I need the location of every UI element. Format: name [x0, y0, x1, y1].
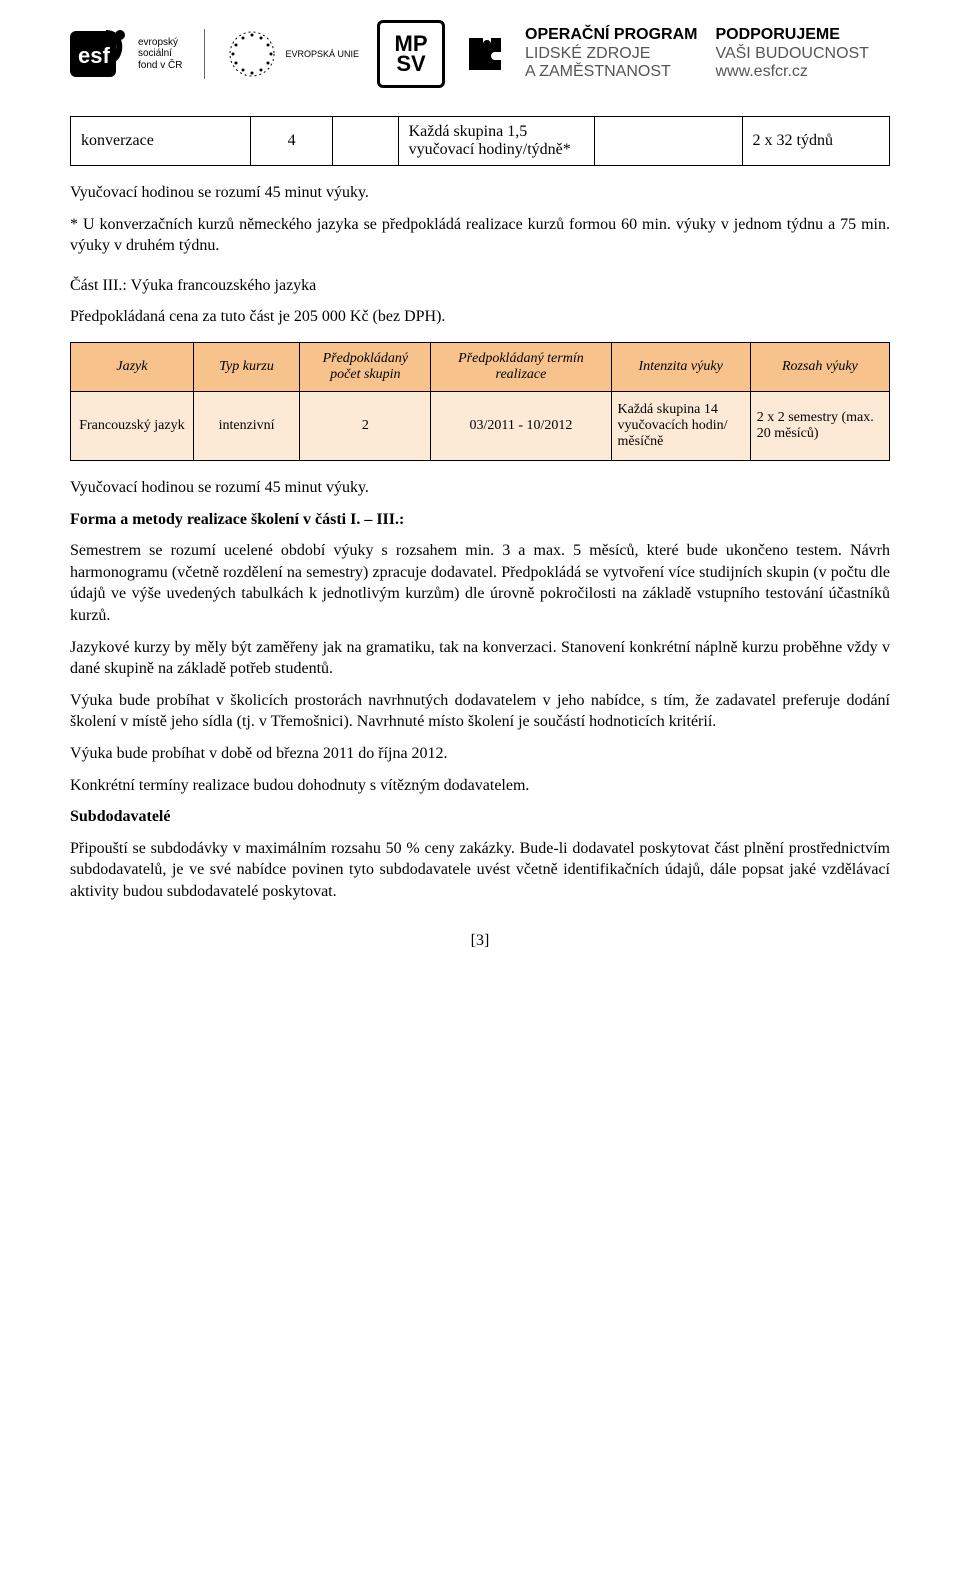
cell: intenzivní — [193, 391, 299, 460]
col-header: Předpokládaný počet skupin — [300, 342, 431, 391]
document-page: esf evropský sociální fond v ČR — [0, 0, 960, 990]
paragraph: Jazykové kurzy by měly být zaměřeny jak … — [70, 637, 890, 680]
sup-line: VAŠI BUDOUCNOST — [715, 45, 869, 63]
esf-text-line: fond v ČR — [138, 60, 182, 72]
col-header: Rozsah výuky — [750, 342, 889, 391]
eu-text: EVROPSKÁ UNIE — [285, 49, 359, 59]
cell-konverzace: konverzace — [71, 117, 251, 166]
puzzle-icon — [463, 32, 507, 76]
col-header: Intenzita výuky — [611, 342, 750, 391]
op-line: A ZAMĚSTNANOST — [525, 63, 697, 81]
cell-empty — [333, 117, 399, 166]
course-table: Jazyk Typ kurzu Předpokládaný počet skup… — [70, 342, 890, 461]
esf-text-line: sociální — [138, 48, 182, 60]
cell: 2 — [300, 391, 431, 460]
subdodavatele-heading: Subdodavatelé — [70, 806, 890, 828]
section-heading: Část III.: Výuka francouzského jazyka — [70, 275, 890, 297]
support-text: PODPORUJEME VAŠI BUDOUCNOST www.esfcr.cz — [715, 26, 869, 81]
logo-bar: esf evropský sociální fond v ČR — [70, 20, 890, 88]
cell: 2 x 2 semestry (max. 20 měsíců) — [750, 391, 889, 460]
col-header: Předpokládaný termín realizace — [431, 342, 611, 391]
cell-count: 4 — [251, 117, 333, 166]
cell: 03/2011 - 10/2012 — [431, 391, 611, 460]
esf-text-line: evropský — [138, 37, 182, 49]
page-number: [3] — [70, 932, 890, 950]
cell-empty — [595, 117, 742, 166]
paragraph: Výuka bude probíhat v školicích prostorá… — [70, 690, 890, 733]
col-header: Jazyk — [71, 342, 194, 391]
mpsv-bottom: SV — [396, 54, 425, 74]
paragraph: Semestrem se rozumí ucelené období výuky… — [70, 540, 890, 626]
svg-text:esf: esf — [78, 43, 110, 68]
esf-text: evropský sociální fond v ČR — [138, 37, 182, 72]
sup-line: www.esfcr.cz — [715, 63, 869, 81]
op-line: LIDSKÉ ZDROJE — [525, 45, 697, 63]
forma-heading: Forma a metody realizace školení v části… — [70, 509, 890, 531]
konverzace-table: konverzace 4 Každá skupina 1,5 vyučovací… — [70, 116, 890, 166]
paragraph: Výuka bude probíhat v době od března 201… — [70, 743, 890, 765]
table-header-row: Jazyk Typ kurzu Předpokládaný počet skup… — [71, 342, 890, 391]
cell-skupina: Každá skupina 1,5 vyučovací hodiny/týdně… — [398, 117, 595, 166]
esf-logo: esf evropský sociální fond v ČR — [70, 25, 182, 83]
op-program-text: OPERAČNÍ PROGRAM LIDSKÉ ZDROJE A ZAMĚSTN… — [525, 26, 697, 81]
paragraph: Konkrétní termíny realizace budou dohodn… — [70, 775, 890, 797]
sup-line: PODPORUJEME — [715, 26, 869, 44]
col-header: Typ kurzu — [193, 342, 299, 391]
cell: Francouzský jazyk — [71, 391, 194, 460]
eu-stars-icon — [227, 29, 277, 79]
logo-divider — [204, 29, 205, 79]
paragraph: * U konverzačních kurzů německého jazyka… — [70, 214, 890, 257]
mpsv-logo: MP SV — [377, 20, 445, 88]
eu-logo: EVROPSKÁ UNIE — [227, 29, 359, 79]
esf-icon: esf — [70, 25, 130, 83]
cell: Každá skupina 14 vyučovacích hodin/ měsí… — [611, 391, 750, 460]
table-row: konverzace 4 Každá skupina 1,5 vyučovací… — [71, 117, 890, 166]
paragraph: Vyučovací hodinou se rozumí 45 minut výu… — [70, 477, 890, 499]
paragraph: Připouští se subdodávky v maximálním roz… — [70, 838, 890, 903]
paragraph: Vyučovací hodinou se rozumí 45 minut výu… — [70, 182, 890, 204]
section-sub: Předpokládaná cena za tuto část je 205 0… — [70, 306, 890, 328]
table-row: Francouzský jazyk intenzivní 2 03/2011 -… — [71, 391, 890, 460]
cell-tydnu: 2 x 32 týdnů — [742, 117, 889, 166]
op-line: OPERAČNÍ PROGRAM — [525, 26, 697, 44]
